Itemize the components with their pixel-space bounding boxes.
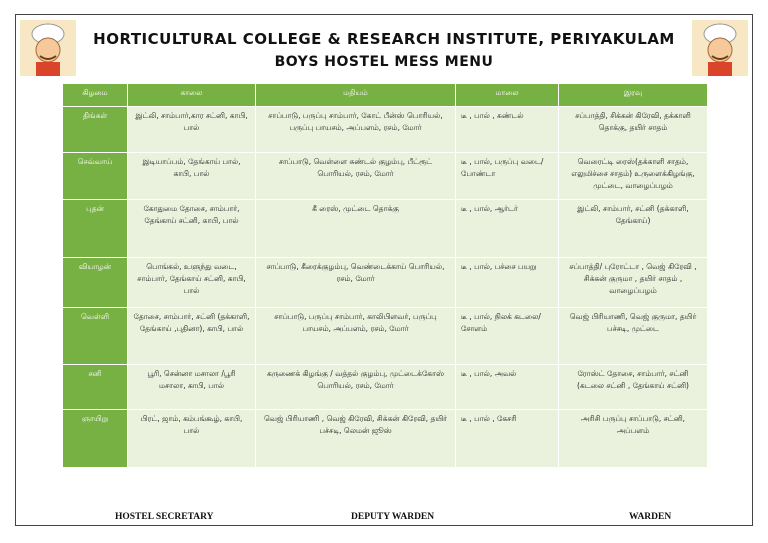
menu-cell: கோதுமை தோசை, சாம்பார், தேங்காய் சட்னி, க… [127,199,256,258]
signature: WARDEN [629,512,672,522]
menu-table: கிழமை காலை மதியம் மாலை இரவு திங்கள் இட்லி, சா… [62,83,708,468]
column-header: காலை [127,83,256,107]
menu-row: சனி பூரி, சென்னா மசாலா /பூரி மசாலா, காபி,… [62,364,708,410]
menu-cell: சாப்பாடு, கீரைக்குழம்பு, வெண்டைக்காய் பொ… [255,257,456,308]
day-cell: வெள்ளி [62,307,128,365]
subtitle: BOYS HOSTEL MESS MENU [274,54,494,70]
menu-cell: பூரி, சென்னா மசாலா /பூரி மசாலா, காபி, பா… [127,364,256,410]
menu-row: திங்கள் இட்லி, சாம்பார்,கார சட்னி, காபி, … [62,106,708,153]
menu-cell: இடியாப்பம், தேங்காய் பால், காபி, பால் [127,152,256,200]
chef-icon [692,20,748,76]
menu-cell: கீ ரைஸ், முட்டை தொக்கு [255,199,456,258]
menu-cell: டீ , பால் , கேசரி [455,409,559,468]
menu-cell: டீ , பால், நிலக் கடலை/ சோளம் [455,307,559,365]
column-header: மாலை [455,83,559,107]
menu-cell: ரோஸ்ட் தோசை, சாம்பார், சட்னி (கடலை சட்னி… [558,364,708,410]
page-border [15,14,753,526]
menu-cell: பிரட், ஜாம், கம்பங்கூழ், காபி, பால் [127,409,256,468]
menu-cell: தோசை, சாம்பார், சட்னி (தக்காளி, தேங்காய்… [127,307,256,365]
menu-cell: சாப்பாடு, பருப்பு சாம்பார், கோட் பீன்ஸ் … [255,106,456,153]
menu-row: ஞாயிறு பிரட், ஜாம், கம்பங்கூழ், காபி, பால… [62,409,708,468]
menu-cell: டீ , பால், ஆர்டர் [455,199,559,258]
menu-cell: சாப்பாடு, வெள்ளை சுண்டல் குழம்பு, பீட்ரூ… [255,152,456,200]
menu-cell: சாப்பாடு, பருப்பு சாம்பார், காலிபிளவர், … [255,307,456,365]
signature: DEPUTY WARDEN [351,512,435,522]
menu-row: புதன் கோதுமை தோசை, சாம்பார், தேங்காய் சட்… [62,199,708,258]
chef-icon [20,20,76,76]
day-cell: சனி [62,364,128,410]
menu-row: வெள்ளி தோசை, சாம்பார், சட்னி (தக்காளி, தே… [62,307,708,365]
column-header: இரவு [558,83,708,107]
header-row: கிழமை காலை மதியம் மாலை இரவு [62,83,708,107]
day-cell: புதன் [62,199,128,258]
day-cell: வியாழன் [62,257,128,308]
menu-cell: அரிசி பருப்பு சாப்பாடு, சட்னி, அப்பளம் [558,409,708,468]
menu-cell: கருணைக் கிழங்கு / வத்தல் குழம்பு, முட்டை… [255,364,456,410]
menu-cell: இட்லி, சாம்பார், சட்னி (தக்காளி, தேங்காய… [558,199,708,258]
day-cell: ஞாயிறு [62,409,128,468]
menu-cell: சப்பாத்தி/ புரோட்டா , வெஜ் கிரேவி , சிக்… [558,257,708,308]
menu-cell: டீ , பால் , சுண்டல் [455,106,559,153]
menu-cell: வெஜ் பிரியாணி, வெஜ் குருமா, தயிர் பச்சடி… [558,307,708,365]
menu-cell: சப்பாத்தி, சிக்கன் கிரேவி, தக்காளி தொக்க… [558,106,708,153]
signature: HOSTEL SECRETARY [115,512,214,522]
menu-cell: இட்லி, சாம்பார்,கார சட்னி, காபி, பால் [127,106,256,153]
menu-cell: வெஜ் பிரியாணி , வெஜ் கிரேவி, சிக்கன் கிர… [255,409,456,468]
menu-cell: பொங்கல், உளுந்து வடை, சாம்பார், தேங்காய்… [127,257,256,308]
menu-cell: டீ , பால், அவல் [455,364,559,410]
column-header: மதியம் [255,83,456,107]
day-cell: செவ்வாய் [62,152,128,200]
column-header: கிழமை [62,83,128,107]
menu-row: செவ்வாய் இடியாப்பம், தேங்காய் பால், காபி,… [62,152,708,200]
menu-cell: வெரைட்டி ரைஸ்(தக்காளி சாதம், எலுமிச்சை ச… [558,152,708,200]
menu-cell: டீ , பால், பச்சை பயறு [455,257,559,308]
menu-cell: டீ , பால், பருப்பு வடை/போண்டா [455,152,559,200]
title: HORTICULTURAL COLLEGE & RESEARCH INSTITU… [93,30,675,48]
day-cell: திங்கள் [62,106,128,153]
menu-row: வியாழன் பொங்கல், உளுந்து வடை, சாம்பார், த… [62,257,708,308]
